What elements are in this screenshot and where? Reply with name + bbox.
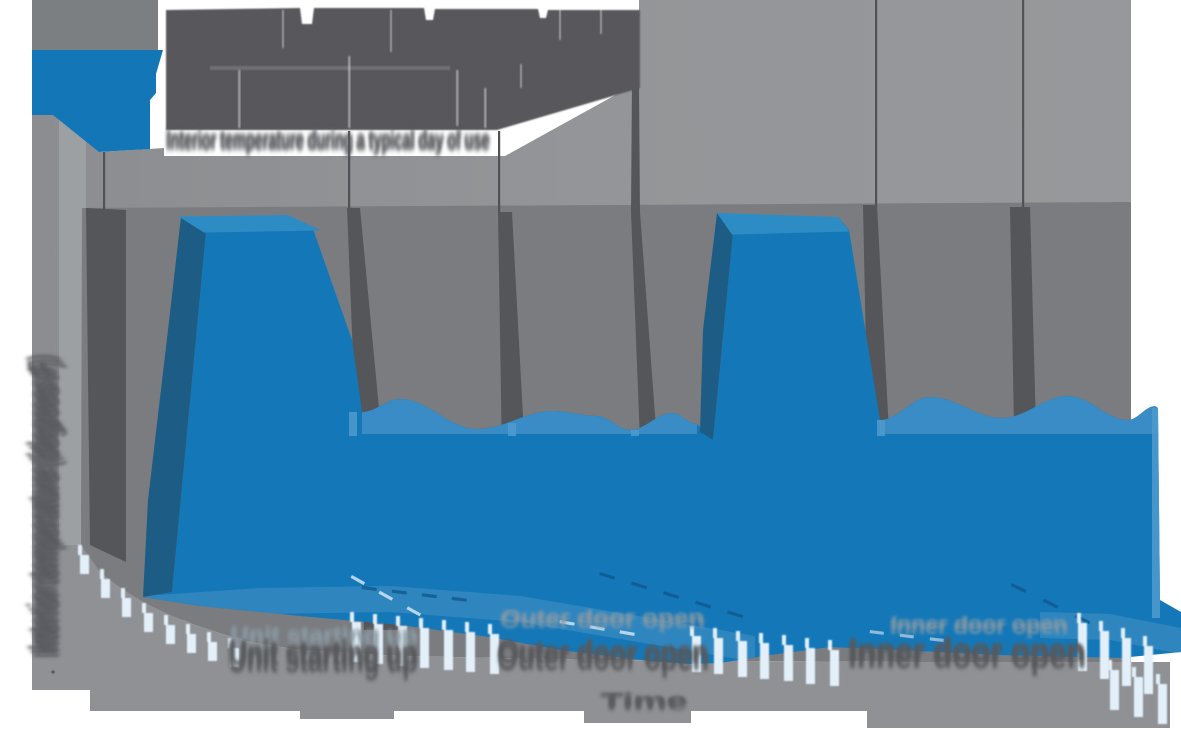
- svg-text:Inner door open: Inner door open: [848, 634, 1086, 678]
- svg-text:Time: Time: [601, 690, 687, 710]
- svg-text:Interior temperature during a: Interior temperature during a typical da…: [166, 126, 490, 155]
- svg-text:Unit starting up: Unit starting up: [231, 621, 417, 646]
- svg-text:Inner door open: Inner door open: [849, 632, 1085, 669]
- svg-text:Interior temperature (degrees: Interior temperature (degrees F): [24, 358, 64, 654]
- svg-text:Outer door open: Outer door open: [498, 634, 708, 671]
- svg-text:Inner door open: Inner door open: [890, 616, 1068, 639]
- svg-text:Inner door open: Inner door open: [891, 614, 1067, 634]
- svg-text:Unit starting up: Unit starting up: [228, 636, 418, 682]
- svg-text:Unit starting up: Unit starting up: [229, 633, 417, 673]
- svg-text:Time: Time: [600, 690, 688, 715]
- svg-text:Outer door open: Outer door open: [501, 606, 704, 628]
- svg-text:Unit starting up: Unit starting up: [230, 624, 418, 652]
- svg-text:Interior temperature during a: Interior temperature during a typical da…: [167, 126, 489, 155]
- svg-text:Outer door open: Outer door open: [500, 608, 705, 633]
- svg-text:Interior temperature (degrees: Interior temperature (degrees F): [27, 362, 67, 658]
- svg-text:Outer door open: Outer door open: [497, 636, 709, 680]
- svg-text:Interior temperature (degrees: Interior temperature (degrees F): [21, 354, 61, 650]
